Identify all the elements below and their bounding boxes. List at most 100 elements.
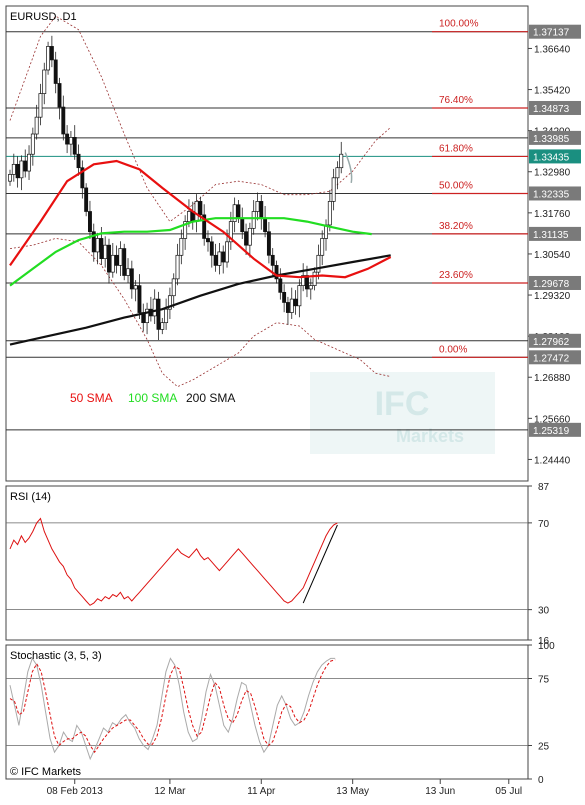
candle-body <box>213 254 218 266</box>
level-badge <box>529 100 581 115</box>
rsi-panel <box>5 485 529 641</box>
candle-body <box>320 238 325 256</box>
chart-title: EURUSD, D1 <box>10 11 77 23</box>
candle-body <box>122 248 127 276</box>
price-tick-label: 1.29320 <box>534 291 571 302</box>
candle-body <box>61 106 66 135</box>
candle-body <box>103 244 108 260</box>
level-badge <box>529 350 581 365</box>
level-badge <box>529 130 581 145</box>
x-tick-label: 11 Apr <box>247 786 276 797</box>
stoch-main-line <box>9 657 336 761</box>
candle-body <box>53 59 58 84</box>
fib-label-5: 23.60% <box>439 270 473 281</box>
sma200-line <box>9 254 391 346</box>
candle-body <box>23 160 28 172</box>
candle-body <box>228 221 233 243</box>
level-badge <box>529 333 581 348</box>
x-tick-label: 13 May <box>336 786 369 797</box>
price-tick-label: 1.36640 <box>534 44 571 55</box>
candle-body <box>133 285 138 290</box>
candle-body <box>91 231 96 253</box>
candle-body <box>19 160 24 179</box>
candle-body <box>327 201 332 226</box>
stochastic-panel <box>5 644 529 780</box>
fib-label-1: 76.40% <box>439 95 473 106</box>
candle-body <box>171 278 176 297</box>
stoch-tick-label: 100 <box>538 641 555 652</box>
level-badge <box>529 226 581 241</box>
candle-body <box>114 254 119 266</box>
candle-body <box>247 227 252 246</box>
candle-body <box>255 201 260 212</box>
price-tick-label: 1.35420 <box>534 86 571 97</box>
fib-label-4: 38.20% <box>439 221 473 232</box>
stoch-tick-label: 25 <box>538 742 550 753</box>
price-tick-label: 1.30540 <box>534 250 571 261</box>
level-badge <box>529 422 581 437</box>
candle-body <box>46 46 51 71</box>
price-tick-label: 1.31760 <box>534 209 571 220</box>
candle-body <box>145 308 150 324</box>
candle-body <box>339 153 344 169</box>
candle-body <box>274 265 279 280</box>
level-badge <box>529 275 581 290</box>
level-badge-label: 1.32335 <box>533 189 570 200</box>
price-tick-label: 1.32980 <box>534 168 571 179</box>
watermark-text: Markets <box>396 426 464 446</box>
candle-body <box>99 238 104 260</box>
fib-label-2: 61.80% <box>439 143 473 154</box>
stoch-tick-label: 75 <box>538 675 550 686</box>
candle-body <box>217 251 222 266</box>
candle-body <box>167 295 172 310</box>
candle-body <box>95 238 100 253</box>
candle-body <box>183 221 188 239</box>
candle-body <box>297 285 302 307</box>
fib-label-6: 0.00% <box>439 344 467 355</box>
candle-body <box>42 69 47 94</box>
candle-body <box>72 137 77 155</box>
level-badge <box>529 186 581 201</box>
price-tick-label: 1.24440 <box>534 455 571 466</box>
candle-body <box>206 238 210 243</box>
fib-label-0: 100.00% <box>439 19 479 30</box>
candle-body <box>198 201 203 216</box>
candle-body <box>49 46 54 61</box>
x-tick-label: 13 Jun <box>425 786 455 797</box>
rsi-tick-label: 87 <box>538 482 550 493</box>
candle-body <box>259 201 264 219</box>
candle-body <box>156 298 161 330</box>
legend-item-0: 50 SMA <box>70 391 113 405</box>
candle-body <box>38 93 43 118</box>
level-badge <box>529 149 581 164</box>
candle-body <box>221 251 226 263</box>
candle-body <box>11 163 16 175</box>
candle-body <box>285 302 290 313</box>
candle-body <box>312 271 317 286</box>
watermark-box <box>310 372 495 454</box>
bollinger-lower-line <box>9 237 391 388</box>
candle-body <box>179 238 184 256</box>
rsi-tick-label: 70 <box>538 519 550 530</box>
candle-body <box>137 285 142 313</box>
candle-body <box>282 291 287 303</box>
legend-item-2: 200 SMA <box>186 391 235 405</box>
sma100-line <box>9 217 372 287</box>
level-badge <box>529 24 581 39</box>
level-badge-label: 1.25319 <box>533 426 570 437</box>
candle-body <box>263 217 268 233</box>
candle-body <box>76 153 81 169</box>
candle-body <box>8 174 12 182</box>
level-badge-label: 1.31135 <box>533 230 569 241</box>
candle-body <box>126 268 130 276</box>
fib-label-3: 50.00% <box>439 180 473 191</box>
level-badge-label: 1.29678 <box>533 279 570 290</box>
candle-body <box>305 275 309 290</box>
candle-body <box>65 133 70 145</box>
x-tick-label: 05 Jul <box>495 786 522 797</box>
candle-body <box>335 167 340 179</box>
candle-body <box>15 163 20 179</box>
candle-body <box>110 254 115 273</box>
candle-body <box>68 137 73 145</box>
